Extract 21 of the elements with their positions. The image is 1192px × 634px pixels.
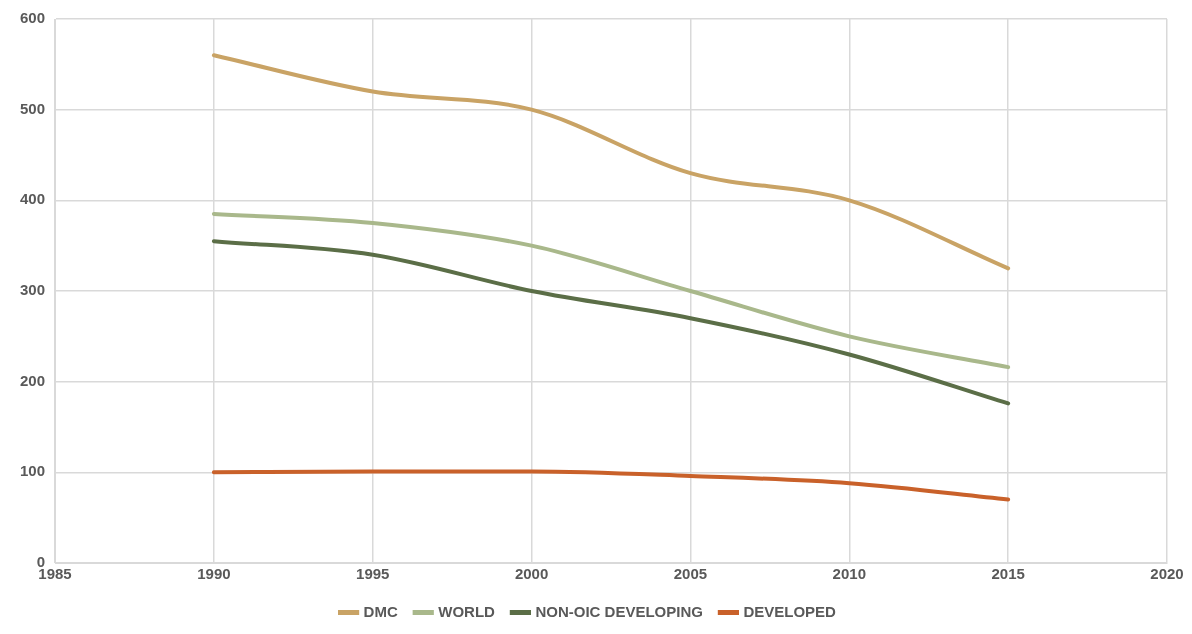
- x-tick-label: 2005: [673, 565, 708, 583]
- x-tick-label: 2020: [1150, 565, 1184, 583]
- legend-label: WORLD: [438, 602, 496, 620]
- y-tick-label: 200: [20, 371, 46, 389]
- legend-label: DMC: [363, 602, 398, 620]
- legend-label: DEVELOPED: [743, 602, 837, 620]
- line-series: [211, 469, 1011, 502]
- x-tick-label: 2015: [991, 565, 1025, 583]
- line-series: [211, 239, 1011, 406]
- legend-label: NON-OIC DEVELOPING: [535, 602, 703, 620]
- x-tick-label: 2010: [832, 565, 866, 583]
- line-series: [211, 211, 1011, 370]
- y-tick-label: 600: [20, 9, 46, 27]
- y-tick-label: 400: [20, 190, 46, 208]
- y-tick-label: 300: [20, 281, 46, 299]
- x-tick-label: 1995: [356, 565, 390, 583]
- y-tick-label: 500: [20, 99, 46, 117]
- y-tick-label: 100: [20, 462, 46, 480]
- line-series: [211, 53, 1011, 271]
- x-tick-label: 1990: [197, 565, 231, 583]
- x-tick-label: 2000: [514, 565, 549, 583]
